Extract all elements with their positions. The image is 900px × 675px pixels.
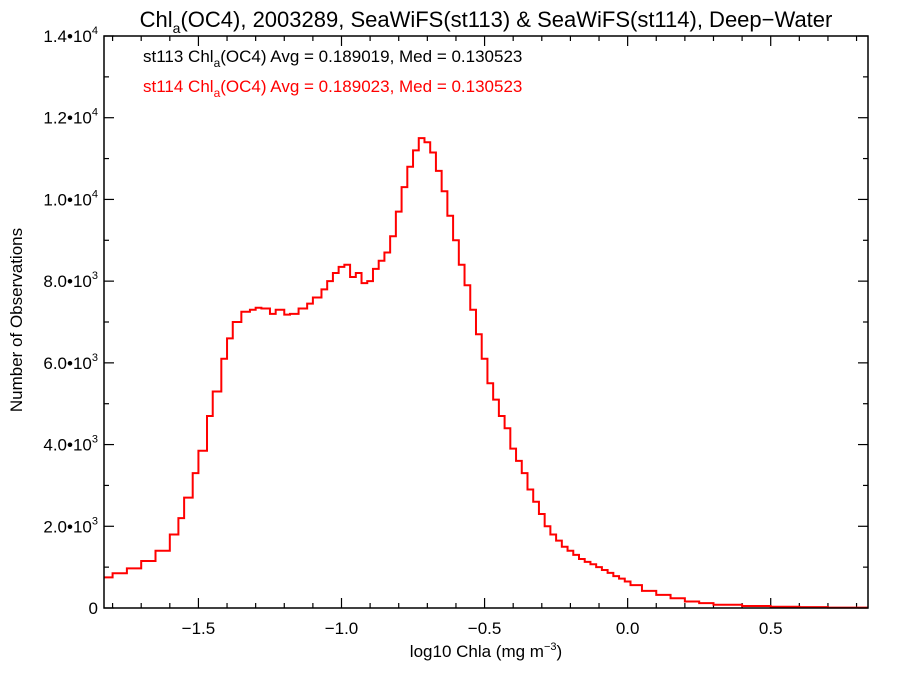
legend-entry-st113: st113 Chla(OC4) Avg = 0.189019, Med = 0.… [143, 47, 522, 70]
x-tick-label: −1.5 [182, 619, 216, 638]
y-tick-label: 0 [89, 599, 98, 618]
title-subscript: a [173, 20, 181, 36]
legend: st113 Chla(OC4) Avg = 0.189019, Med = 0.… [143, 47, 522, 100]
histogram-series-line [104, 137, 868, 609]
y-tick-label: 2.0•103 [43, 515, 98, 536]
legend-entry-st114: st114 Chla(OC4) Avg = 0.189023, Med = 0.… [143, 77, 522, 100]
y-tick-label: 4.0•103 [43, 434, 98, 455]
axis-ticks [104, 35, 868, 609]
y-tick-label: 1.2•104 [43, 107, 98, 128]
chart-title: Chla(OC4), 2003289, SeaWiFS(st113) & Sea… [140, 7, 833, 36]
series-group [104, 137, 868, 609]
y-tick-label: 1.4•104 [43, 25, 98, 46]
x-tick-label: 0.5 [759, 619, 783, 638]
axis-tick-labels: −1.5 −1.0 −0.5 0.0 0.5 0 2.0•103 4.0•103 6.0•103… [43, 25, 782, 638]
plot-frame [103, 35, 869, 609]
y-tick-label: 1.0•104 [43, 188, 98, 209]
y-tick-label: 6.0•103 [43, 352, 98, 373]
y-tick-label: 8.0•103 [43, 270, 98, 291]
x-tick-label: 0.0 [616, 619, 640, 638]
x-axis-label: log10 Chla (mg m−3) [410, 641, 562, 661]
x-tick-label: −0.5 [468, 619, 502, 638]
x-tick-label: −1.0 [325, 619, 359, 638]
y-axis-label: Number of Observations [7, 228, 26, 412]
